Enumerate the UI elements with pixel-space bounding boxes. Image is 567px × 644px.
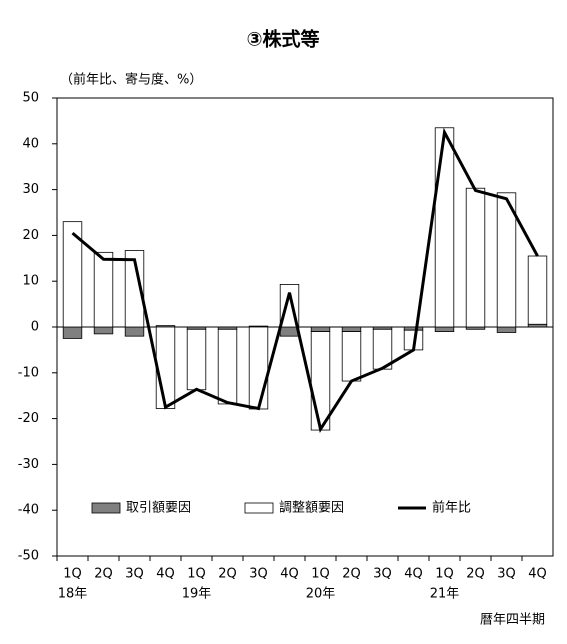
chart-title: ③株式等: [246, 28, 319, 51]
x-tick-label: 1Q: [311, 567, 330, 582]
y-tick-label: 0: [31, 320, 39, 335]
legend-label: 前年比: [432, 500, 471, 516]
y-tick-label: -30: [18, 457, 39, 472]
x-tick-label: 3Q: [125, 567, 144, 582]
y-tick-label: -40: [18, 503, 39, 518]
bar: [124, 250, 145, 328]
bar: [155, 326, 176, 409]
year-label: 21年: [430, 587, 460, 602]
x-tick-label: 1Q: [63, 567, 82, 582]
bar: [496, 326, 517, 333]
bar: [527, 255, 548, 325]
x-tick-label: 2Q: [218, 567, 237, 582]
bar: [465, 187, 486, 328]
x-tick-label: 4Q: [528, 567, 547, 582]
bar: [434, 326, 455, 332]
bar: [403, 326, 424, 331]
bar: [279, 326, 300, 337]
legend-swatch: [91, 502, 121, 514]
x-tick-label: 4Q: [404, 567, 423, 582]
bar: [310, 326, 331, 332]
year-label: 19年: [182, 587, 212, 602]
y-tick-label: -20: [18, 411, 39, 426]
legend-label: 調整額要因: [279, 501, 344, 516]
y-tick-label: -50: [18, 549, 39, 564]
bar: [434, 127, 455, 328]
bar: [124, 326, 145, 337]
y-tick-label: 20: [22, 228, 39, 243]
x-tick-label: 4Q: [280, 567, 299, 582]
legend-swatch: [244, 502, 274, 514]
bar: [248, 326, 269, 410]
x-tick-label: 2Q: [94, 567, 113, 582]
bar: [93, 326, 114, 335]
bar: [93, 251, 114, 328]
x-tick-label: 1Q: [187, 567, 206, 582]
y-tick-label: 40: [22, 136, 39, 151]
x-tick-label: 1Q: [435, 567, 454, 582]
chart-subtitle: （前年比、寄与度、%）: [60, 72, 202, 88]
x-tick-label: 4Q: [156, 567, 175, 582]
bar: [496, 192, 517, 328]
x-tick-label: 3Q: [373, 567, 392, 582]
bar: [341, 326, 362, 332]
year-label: 18年: [58, 587, 88, 602]
x-axis-label: 暦年四半期: [480, 613, 545, 628]
x-tick-label: 3Q: [249, 567, 268, 582]
y-tick-label: 50: [22, 91, 39, 106]
bar: [341, 331, 362, 382]
y-tick-label: 10: [22, 274, 39, 289]
legend-label: 取引額要因: [126, 501, 191, 516]
bar: [186, 328, 207, 391]
x-tick-label: 2Q: [342, 567, 361, 582]
y-tick-label: 30: [22, 182, 39, 197]
x-tick-label: 2Q: [466, 567, 485, 582]
y-tick-label: -10: [18, 365, 39, 380]
year-label: 20年: [306, 587, 336, 602]
bar: [217, 328, 238, 405]
bar: [62, 221, 83, 328]
bar: [310, 331, 331, 431]
bar: [62, 326, 83, 339]
x-tick-label: 3Q: [497, 567, 516, 582]
line: [71, 127, 539, 433]
bar: [527, 323, 548, 328]
